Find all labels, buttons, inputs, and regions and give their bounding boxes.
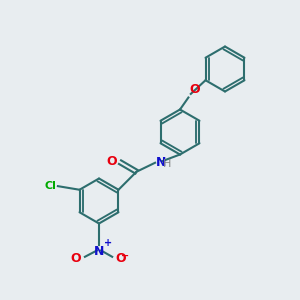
Text: +: + bbox=[104, 238, 112, 248]
Text: −: − bbox=[121, 251, 129, 261]
Text: N: N bbox=[94, 245, 104, 258]
Text: O: O bbox=[116, 252, 126, 266]
Text: N: N bbox=[156, 156, 167, 169]
Text: O: O bbox=[106, 155, 117, 168]
Text: O: O bbox=[71, 252, 81, 266]
Text: Cl: Cl bbox=[44, 181, 56, 191]
Text: H: H bbox=[163, 159, 171, 169]
Text: O: O bbox=[190, 83, 200, 96]
